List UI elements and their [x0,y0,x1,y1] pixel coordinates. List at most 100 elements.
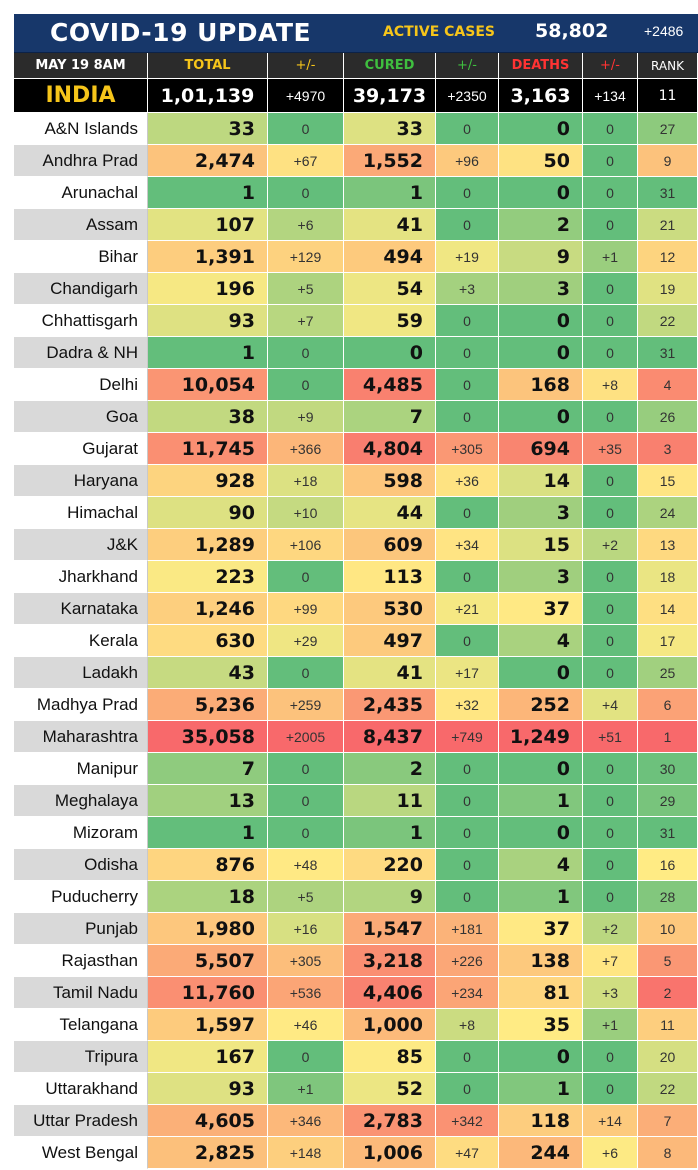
deaths-cell: 3 [499,561,583,593]
total-delta-cell: 0 [268,785,344,817]
deaths-cell: 3 [499,273,583,305]
cured-delta-cell: +342 [436,1105,499,1137]
deaths-delta-cell: 0 [583,561,638,593]
rank-cell: 30 [638,753,698,785]
page-title: COVID-19 UPDATE [50,18,312,47]
rank-cell: 5 [638,945,698,977]
total-delta-cell: +129 [268,241,344,273]
rank-cell: 27 [638,113,698,145]
deaths-delta-cell: +1 [583,1009,638,1041]
cured-cell: 530 [344,593,436,625]
total-cell: 43 [148,657,268,689]
rank-cell: 13 [638,529,698,561]
rank-cell: 10 [638,913,698,945]
rank-cell: 14 [638,593,698,625]
table-row: Himachal 90 +10 44 0 3 0 24 [14,497,698,529]
cured-header: CURED [344,53,436,79]
state-name: Rajasthan [14,945,148,977]
table-row: Telangana 1,597 +46 1,000 +8 35 +1 11 [14,1009,698,1041]
india-name: INDIA [14,79,148,113]
deaths-delta-cell: 0 [583,465,638,497]
deaths-delta-cell: +2 [583,913,638,945]
table-row: Ladakh 43 0 41 +17 0 0 25 [14,657,698,689]
deaths-cell: 168 [499,369,583,401]
india-rank: 11 [638,79,698,113]
rank-cell: 31 [638,177,698,209]
total-cell: 4,605 [148,1105,268,1137]
table-row: Madhya Prad 5,236 +259 2,435 +32 252 +4 6 [14,689,698,721]
state-name: Kerala [14,625,148,657]
total-delta-cell: +6 [268,209,344,241]
table-row: Andhra Prad 2,474 +67 1,552 +96 50 0 9 [14,145,698,177]
state-name: Punjab [14,913,148,945]
total-cell: 5,507 [148,945,268,977]
state-name: Mizoram [14,817,148,849]
rank-cell: 19 [638,273,698,305]
deaths-delta-header: +/- [583,53,638,79]
state-name: Bihar [14,241,148,273]
cured-cell: 7 [344,401,436,433]
cured-cell: 1 [344,177,436,209]
table-row: J&K 1,289 +106 609 +34 15 +2 13 [14,529,698,561]
table-row: Odisha 876 +48 220 0 4 0 16 [14,849,698,881]
rank-cell: 22 [638,305,698,337]
total-cell: 928 [148,465,268,497]
table-row: Manipur 7 0 2 0 0 0 30 [14,753,698,785]
deaths-cell: 0 [499,337,583,369]
india-total: 1,01,139 [148,79,268,113]
deaths-cell: 118 [499,1105,583,1137]
table-row: Jharkhand 223 0 113 0 3 0 18 [14,561,698,593]
total-cell: 35,058 [148,721,268,753]
rank-cell: 16 [638,849,698,881]
total-delta-cell: +148 [268,1137,344,1169]
cured-delta-cell: +36 [436,465,499,497]
total-delta-cell: +259 [268,689,344,721]
total-delta-cell: +7 [268,305,344,337]
total-cell: 11,760 [148,977,268,1009]
table-row: Delhi 10,054 0 4,485 0 168 +8 4 [14,369,698,401]
total-delta-cell: +5 [268,881,344,913]
deaths-delta-cell: 0 [583,145,638,177]
deaths-cell: 244 [499,1137,583,1169]
table-row: Mizoram 1 0 1 0 0 0 31 [14,817,698,849]
state-name: Delhi [14,369,148,401]
cured-delta-cell: +17 [436,657,499,689]
total-delta-cell: +305 [268,945,344,977]
rank-cell: 9 [638,145,698,177]
total-delta-cell: +346 [268,1105,344,1137]
table-row: Dadra & NH 1 0 0 0 0 0 31 [14,337,698,369]
table-row: Chhattisgarh 93 +7 59 0 0 0 22 [14,305,698,337]
table-row: A&N Islands 33 0 33 0 0 0 27 [14,113,698,145]
total-delta-cell: 0 [268,177,344,209]
deaths-delta-cell: 0 [583,401,638,433]
state-name: Ladakh [14,657,148,689]
state-name: Chandigarh [14,273,148,305]
cured-cell: 2 [344,753,436,785]
cured-delta-cell: 0 [436,753,499,785]
total-cell: 1,980 [148,913,268,945]
cured-delta-cell: +21 [436,593,499,625]
deaths-cell: 0 [499,401,583,433]
state-name: Tripura [14,1041,148,1073]
covid-update-table: COVID-19 UPDATE ACTIVE CASES 58,802 +248… [14,14,698,1169]
deaths-delta-cell: 0 [583,817,638,849]
deaths-delta-cell: 0 [583,753,638,785]
rank-cell: 11 [638,1009,698,1041]
cured-delta-cell: 0 [436,849,499,881]
total-delta-cell: 0 [268,753,344,785]
deaths-delta-cell: +6 [583,1137,638,1169]
cured-cell: 41 [344,209,436,241]
total-delta-cell: +18 [268,465,344,497]
cured-delta-cell: +749 [436,721,499,753]
deaths-cell: 81 [499,977,583,1009]
table-row: Gujarat 11,745 +366 4,804 +305 694 +35 3 [14,433,698,465]
deaths-delta-cell: +8 [583,369,638,401]
state-rows: A&N Islands 33 0 33 0 0 0 27 Andhra Prad 2,474 +67… [14,113,698,1169]
total-delta-cell: +48 [268,849,344,881]
state-name: Haryana [14,465,148,497]
deaths-delta-cell: 0 [583,657,638,689]
total-delta-cell: +99 [268,593,344,625]
cured-cell: 494 [344,241,436,273]
state-name: Odisha [14,849,148,881]
total-delta-cell: +67 [268,145,344,177]
